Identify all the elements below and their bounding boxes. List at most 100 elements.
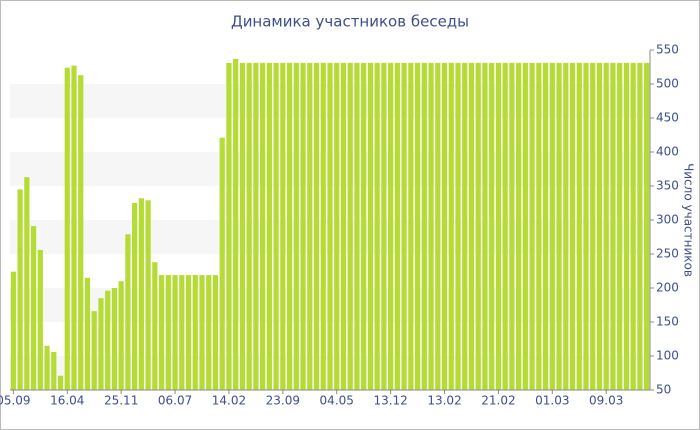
- bar: [165, 275, 171, 390]
- x-tick-label: 23.09: [266, 394, 300, 408]
- bar: [522, 62, 528, 391]
- bar: [212, 275, 219, 390]
- bar: [30, 226, 37, 390]
- bar: [327, 62, 333, 391]
- bar: [307, 62, 313, 391]
- bar: [435, 62, 441, 391]
- bar: [367, 62, 374, 391]
- bar: [462, 62, 468, 391]
- bar: [563, 62, 569, 391]
- bar: [340, 62, 347, 391]
- bar: [468, 62, 475, 391]
- bar: [51, 351, 57, 390]
- y-tick-label: 100: [656, 349, 679, 363]
- bar: [226, 62, 232, 391]
- bar: [44, 345, 50, 390]
- bar: [610, 62, 616, 391]
- bar: [455, 62, 461, 391]
- y-tick-label: 500: [656, 77, 679, 91]
- bar: [408, 62, 414, 391]
- bar: [529, 62, 535, 391]
- bar: [414, 62, 421, 391]
- bar: [542, 62, 549, 391]
- bar: [239, 62, 246, 391]
- bar: [273, 62, 279, 391]
- bar: [280, 62, 286, 391]
- bar: [388, 62, 394, 391]
- bar: [495, 62, 502, 391]
- y-tick-label: 550: [656, 43, 679, 57]
- bar: [569, 62, 576, 391]
- bar: [320, 62, 326, 391]
- x-tick-label: 01.03: [535, 394, 569, 408]
- bar: [253, 62, 259, 391]
- bar: [374, 62, 380, 391]
- bar: [448, 62, 454, 391]
- bar: [152, 262, 158, 390]
- bar: [98, 298, 104, 390]
- y-tick-label: 450: [656, 111, 679, 125]
- bar: [138, 198, 144, 390]
- bar: [428, 62, 434, 391]
- bar: [71, 65, 77, 390]
- bar: [347, 62, 353, 391]
- x-tick-label: 04.05: [320, 394, 354, 408]
- bar: [556, 62, 562, 391]
- bar: [489, 62, 495, 391]
- bar: [623, 62, 630, 391]
- bar: [118, 281, 124, 390]
- bar: [24, 177, 30, 390]
- x-tick-label: 06.07: [158, 394, 192, 408]
- bar: [637, 62, 643, 391]
- bar: [596, 62, 603, 391]
- bar: [125, 234, 131, 390]
- y-tick-label: 200: [656, 281, 679, 295]
- bar: [219, 137, 225, 390]
- bar: [91, 311, 97, 390]
- bar: [105, 290, 111, 390]
- bar: [334, 62, 340, 391]
- bar: [10, 271, 16, 390]
- bar: [286, 62, 293, 391]
- bar: [17, 189, 23, 390]
- y-tick-label: 400: [656, 145, 679, 159]
- bar: [630, 62, 636, 391]
- bar: [57, 375, 64, 390]
- bar: [37, 249, 43, 390]
- bar: [132, 203, 138, 390]
- bar: [266, 62, 272, 391]
- bar: [482, 62, 488, 391]
- bar: [502, 62, 508, 391]
- bar: [158, 275, 165, 390]
- bar: [179, 275, 185, 390]
- bar: [233, 58, 239, 391]
- bar: [583, 62, 589, 391]
- x-tick-label: 05.09: [0, 394, 31, 408]
- x-tick-label: 21.02: [481, 394, 515, 408]
- bar: [401, 62, 407, 391]
- bar: [246, 62, 252, 391]
- y-axis-title: Число участников: [682, 163, 696, 277]
- bar: [293, 62, 299, 391]
- bar: [644, 62, 650, 391]
- bar: [111, 288, 118, 390]
- y-tick-label: 300: [656, 213, 679, 227]
- x-tick-label: 13.02: [427, 394, 461, 408]
- bar: [361, 62, 367, 391]
- bar: [441, 62, 448, 391]
- bar: [576, 62, 582, 391]
- bar: [260, 62, 266, 391]
- bar: [145, 200, 151, 390]
- bar: [206, 275, 212, 390]
- bar: [421, 62, 427, 391]
- bar: [84, 277, 91, 390]
- bar: [516, 62, 522, 391]
- x-tick-label: 09.03: [589, 394, 623, 408]
- bar: [313, 62, 320, 391]
- bar: [475, 62, 481, 391]
- bar: [590, 62, 596, 391]
- bar: [64, 67, 70, 391]
- bar: [172, 275, 178, 390]
- bar: [354, 62, 360, 391]
